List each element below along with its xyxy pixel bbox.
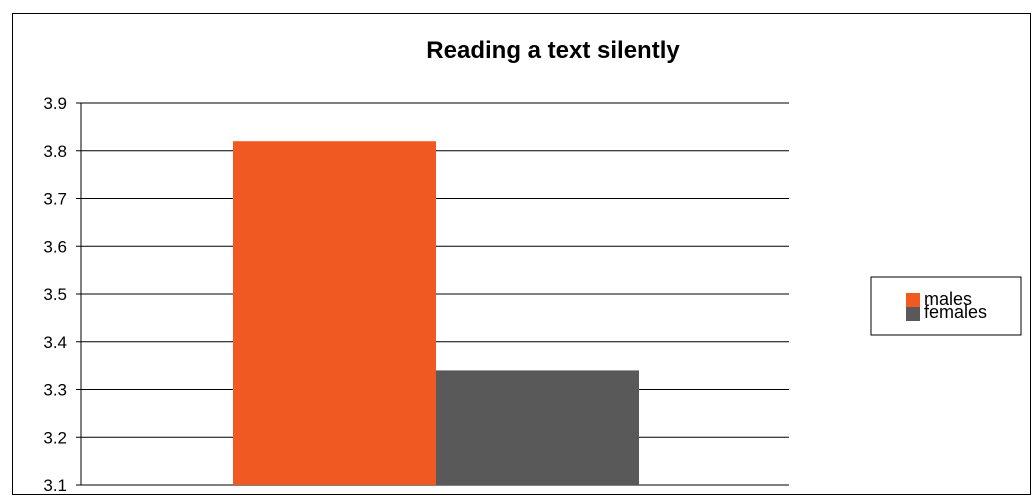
y-tick-label: 3.2 bbox=[43, 428, 67, 447]
legend-box bbox=[870, 276, 1022, 336]
legend-label-females: females bbox=[924, 302, 987, 322]
legend-swatch-females bbox=[906, 307, 920, 321]
y-tick-label: 3.8 bbox=[43, 142, 67, 161]
y-axis-ticks: 3.9 3.8 3.7 3.6 3.5 3.4 3.3 3.2 3.1 bbox=[43, 94, 67, 495]
y-tick-label: 3.1 bbox=[43, 476, 67, 495]
y-tick-label: 3.3 bbox=[43, 381, 67, 400]
legend-label-males: males bbox=[924, 289, 972, 309]
y-tick-label: 3.5 bbox=[43, 285, 67, 304]
y-tick-label: 3.7 bbox=[43, 190, 67, 209]
y-tick-label: 3.4 bbox=[43, 333, 67, 352]
bar-females bbox=[436, 370, 639, 485]
y-tick-label: 3.6 bbox=[43, 237, 67, 256]
legend: males females bbox=[870, 276, 1022, 336]
legend-swatch-males bbox=[906, 293, 920, 307]
bars bbox=[233, 141, 639, 485]
y-tick-label: 3.9 bbox=[43, 94, 67, 113]
chart-title: Reading a text silently bbox=[426, 37, 680, 64]
bar-males bbox=[233, 141, 436, 485]
